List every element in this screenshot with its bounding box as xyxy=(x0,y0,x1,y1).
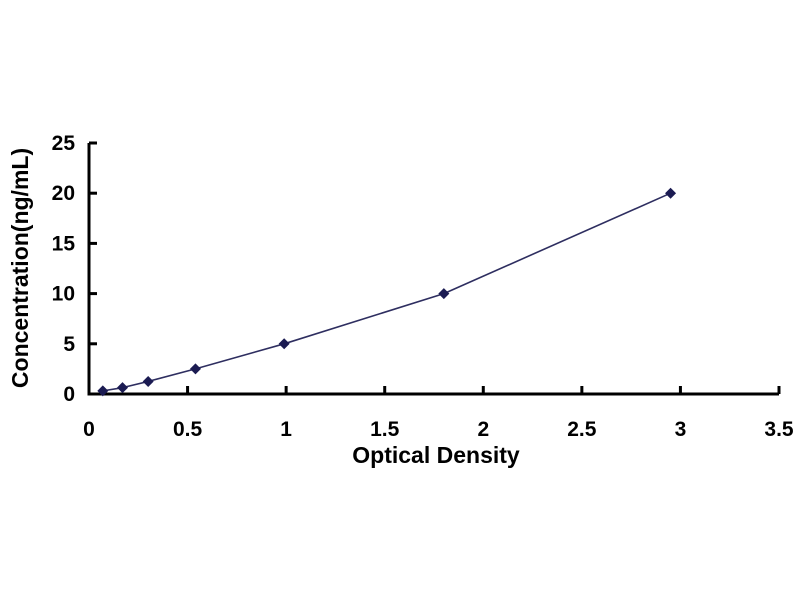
x-tick-label: 3.5 xyxy=(764,418,794,441)
data-point-marker xyxy=(438,288,450,300)
data-point-marker xyxy=(142,375,154,387)
x-tick-label: 0 xyxy=(83,418,95,441)
y-tick-label: 15 xyxy=(52,232,76,255)
data-point-marker xyxy=(117,382,129,394)
y-tick-label: 0 xyxy=(63,383,75,406)
data-point-marker xyxy=(278,338,290,350)
axes-lines xyxy=(87,143,779,396)
data-point-marker xyxy=(665,187,677,199)
x-tick-label: 2 xyxy=(477,418,489,441)
y-tick-label: 20 xyxy=(52,182,75,205)
x-tick-label: 2.5 xyxy=(567,418,597,441)
y-tick-label: 5 xyxy=(63,333,75,356)
x-tick-label: 1 xyxy=(280,418,292,441)
x-tick-label: 3 xyxy=(675,418,687,441)
data-point-marker xyxy=(97,385,109,397)
x-tick-label: 1.5 xyxy=(370,418,400,441)
y-tick-label: 10 xyxy=(52,283,75,306)
data-point-marker xyxy=(189,363,201,375)
x-tick-label: 0.5 xyxy=(173,418,203,441)
y-tick-label: 25 xyxy=(52,132,76,155)
x-axis-title: Optical Density xyxy=(352,442,520,468)
series-line xyxy=(102,192,672,392)
y-axis-title: Concentration(ng/mL) xyxy=(7,148,33,388)
